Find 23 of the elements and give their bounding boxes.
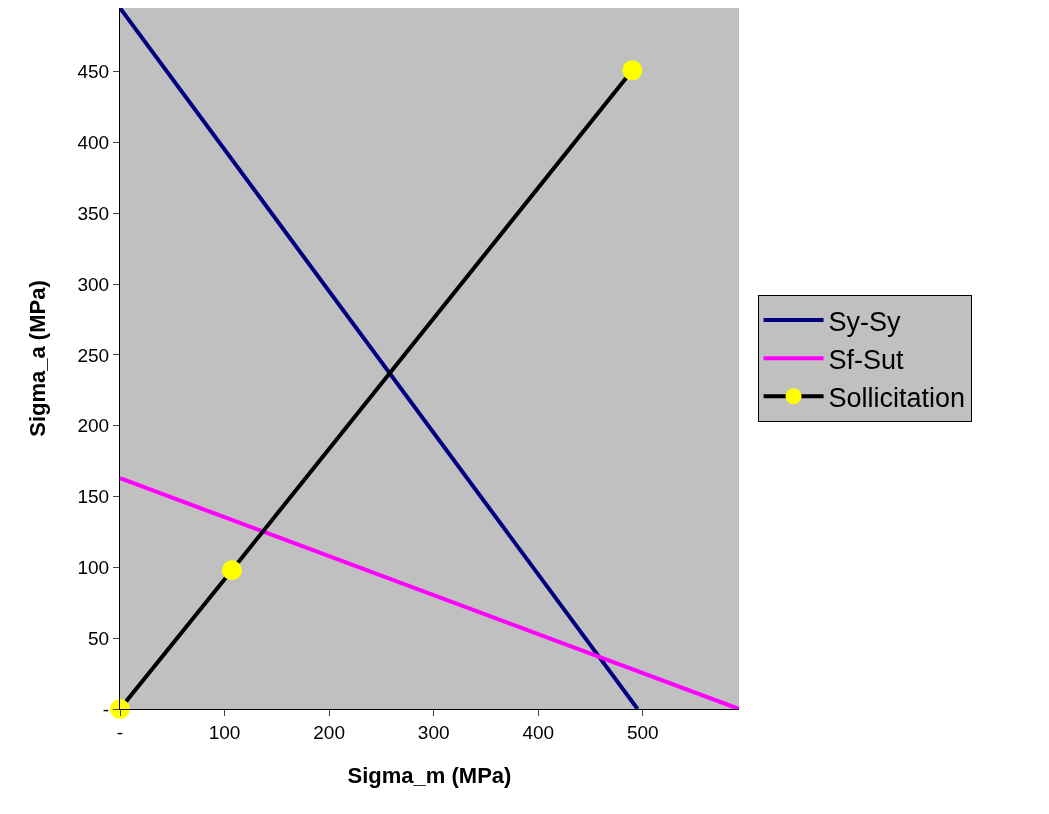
y-tick-label: 250 [77,344,110,366]
point [622,60,643,81]
y-tick-label: 150 [77,486,110,508]
y-tick-label: 400 [77,132,110,154]
x-tick-label: 400 [522,721,555,743]
legend-label: Sy-Sy [828,306,902,337]
y-tick-label: 350 [77,202,110,224]
y-tick-label: 100 [77,557,110,579]
y-tick-label: 300 [77,273,110,295]
legend-label: Sf-Sut [828,344,905,375]
x-tick-label: 200 [313,721,345,743]
legend-label: Sollicitation [828,382,966,413]
y-axis-title: Sigma_a (MPa) [25,280,51,437]
y-tick-label: 200 [77,415,110,437]
y-tick-label: 450 [77,61,110,83]
x-axis-title: Sigma_m (MPa) [347,762,512,788]
y-tick-label: 50 [88,627,110,649]
x-tick-label: 500 [626,721,659,743]
x-tick-label: - [116,721,124,743]
x-tick-label: 300 [417,721,450,743]
point [221,560,242,581]
y-tick-label: - [102,698,110,720]
x-tick-label: 100 [208,721,241,743]
